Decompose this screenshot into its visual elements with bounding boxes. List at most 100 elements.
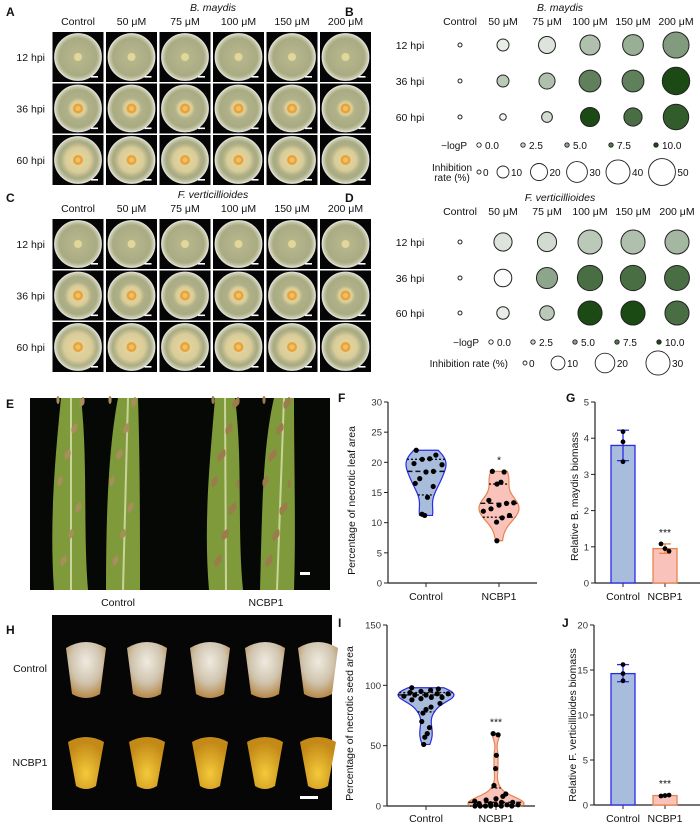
data-point (477, 803, 483, 809)
bubble-mark (493, 232, 513, 252)
legend-size-swatch (645, 350, 671, 376)
y-tick-label: 3 (584, 470, 589, 481)
data-point (504, 802, 510, 808)
bubble-mark (499, 113, 507, 121)
scale-bar (305, 127, 312, 130)
data-point (493, 802, 499, 808)
scale-bar (251, 127, 259, 130)
panel_a-row-label: 36 hpi (16, 104, 45, 116)
data-point (515, 802, 521, 808)
bubble-mark (662, 103, 690, 131)
colony-center (182, 293, 188, 298)
data-point (412, 692, 418, 698)
bubble-mark (496, 38, 510, 52)
scale-bar (91, 314, 98, 317)
column-header: 100 μM (572, 206, 607, 218)
bubble-mark (577, 300, 603, 326)
scale-bar (251, 179, 259, 181)
panel_c-column-header: 75 μM (170, 203, 199, 215)
chart-title: F. verticillioides (525, 192, 596, 204)
panel-letter-e: E (6, 397, 14, 411)
necrotic-lesion (228, 507, 232, 515)
significance-marker: *** (659, 778, 671, 790)
panel_c-title: F. verticillioides (178, 189, 249, 201)
necrotic-lesion (112, 558, 116, 566)
fungal-colony (288, 240, 296, 248)
fungal-colony (341, 240, 350, 248)
y-tick-label: 5 (584, 398, 589, 409)
data-point (428, 687, 434, 693)
necrotic-lesion (71, 426, 75, 434)
seed-photo (52, 615, 338, 810)
bubble-mark (577, 229, 603, 255)
y-tick-label: 20 (577, 621, 588, 632)
petri-dish-photo (159, 322, 211, 372)
legend-logp-swatch (530, 339, 536, 345)
legend-size-value: 40 (632, 168, 644, 179)
necrotic-lesion (75, 505, 79, 513)
legend-size-swatch (496, 165, 510, 179)
legend-logp-swatch (572, 339, 578, 345)
petri-dish-photo (159, 135, 211, 185)
leaf-photo (30, 396, 330, 591)
scale-bar (300, 796, 318, 799)
legend-logp-value: 7.5 (623, 338, 637, 349)
petri-dish-photo (159, 219, 211, 269)
colony-center (75, 293, 81, 298)
panel-letter-f: F (338, 391, 345, 405)
data-point (433, 452, 439, 458)
y-tick-label: 5 (583, 756, 588, 767)
legend-size-value: 0 (483, 168, 489, 179)
bubble-mark (538, 36, 556, 54)
data-point (494, 538, 500, 544)
data-point (423, 469, 429, 475)
bubble-mark (493, 268, 513, 288)
data-point (472, 803, 478, 809)
necrotic-lesion (272, 533, 276, 541)
bubble-mark (621, 69, 645, 93)
data-point (666, 792, 672, 798)
data-point (658, 793, 664, 799)
control-seed (127, 642, 167, 698)
y-tick-label: 0 (584, 579, 589, 590)
legend-size-swatch (605, 159, 631, 185)
legend-size-value: 20 (617, 359, 629, 370)
data-point (423, 706, 429, 713)
column-header: 150 μM (615, 16, 650, 28)
bubble-mark (496, 74, 510, 88)
fungal-colony (341, 53, 350, 61)
row-label: 60 hpi (396, 112, 425, 124)
bubble-mark (576, 264, 604, 292)
data-point (490, 731, 496, 737)
column-header: 200 μM (659, 206, 694, 218)
colony-center (236, 344, 241, 350)
y-tick-label: 150 (365, 621, 381, 632)
column-header: 100 μM (572, 16, 607, 28)
x-tick-label: NCBP1 (647, 813, 682, 825)
fungal-colony (127, 53, 136, 61)
necrotic-lesion (225, 427, 229, 435)
bubble-mark (538, 72, 556, 90)
fungal-colony (181, 240, 189, 248)
y-tick-label: 100 (365, 681, 381, 692)
necrotic-lesion (120, 531, 124, 539)
data-point (472, 798, 478, 804)
legend-size-label: Inhibition rate (%) (430, 359, 508, 370)
panel_c-column-header: 50 μM (117, 203, 146, 215)
bubble-mark (580, 107, 600, 127)
colony-center (129, 157, 134, 163)
scale-bar (144, 76, 152, 78)
y-tick-label: 10 (371, 518, 382, 529)
data-point (421, 741, 427, 748)
significance-marker: *** (490, 717, 502, 729)
column-header: 200 μM (658, 16, 693, 28)
panel_a-row-label: 12 hpi (16, 52, 45, 64)
colony-center (129, 106, 134, 111)
necrotic-lesion (64, 452, 68, 460)
data-point (430, 468, 437, 474)
column-header: 50 μM (488, 206, 517, 218)
colony-center (343, 106, 348, 111)
data-point (503, 500, 510, 506)
data-point (662, 793, 668, 798)
panel_a-column-header: 100 μM (221, 16, 256, 28)
